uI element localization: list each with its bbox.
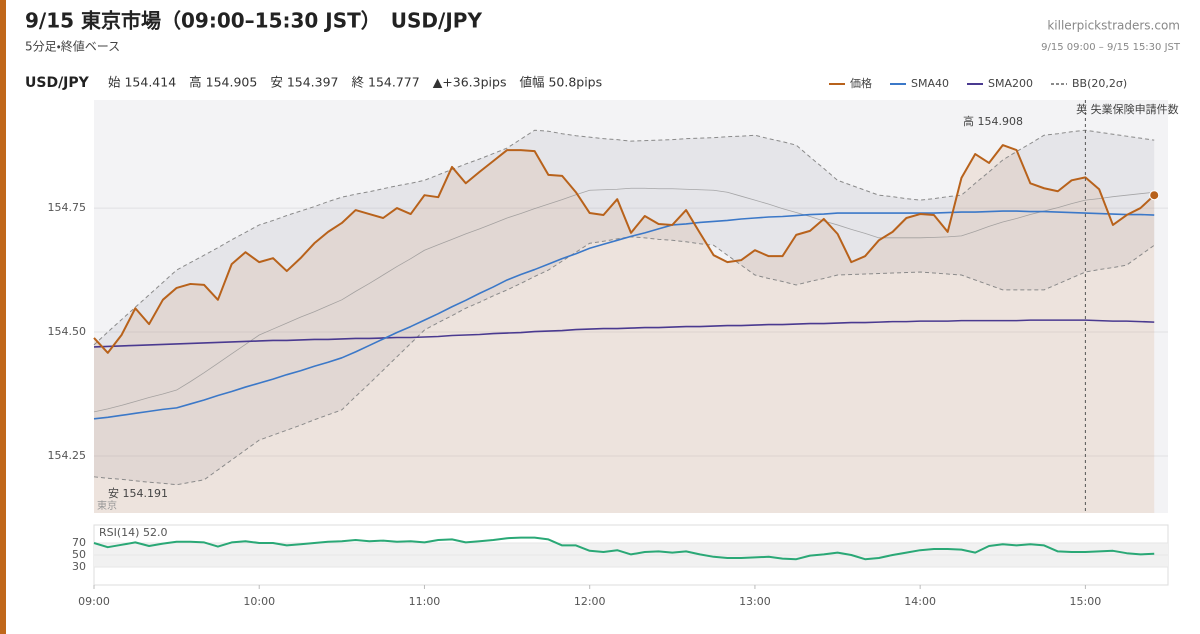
stat: 終 154.777 bbox=[352, 75, 420, 90]
x-tick-label: 12:00 bbox=[574, 595, 606, 608]
symbol: USD/JPY bbox=[25, 75, 90, 91]
series-line bbox=[93, 319, 1155, 348]
time-range: 9/15 09:00 – 9/15 15:30 JST bbox=[1041, 42, 1181, 53]
x-tick-label: 15:00 bbox=[1070, 595, 1102, 608]
bb-band bbox=[94, 130, 1155, 485]
bb-middle bbox=[93, 187, 1155, 413]
legend-label: SMA200 bbox=[988, 77, 1033, 90]
bb-upper bbox=[93, 129, 1155, 346]
price-chart: 始 154.414 高 154.905 安 154.397 終 154.777 ▲+36… bbox=[48, 75, 1179, 513]
stat: 安 154.397 bbox=[270, 75, 338, 90]
stat: 高 154.905 bbox=[189, 75, 257, 90]
legend-label: 価格 bbox=[850, 76, 872, 90]
x-tick-label: 10:00 bbox=[243, 595, 275, 608]
end-marker bbox=[1149, 190, 1160, 201]
high-label: 高 154.908 bbox=[963, 114, 1023, 128]
source: killerpickstraders.com bbox=[1047, 19, 1180, 33]
y-tick-label: 30 bbox=[72, 560, 86, 573]
x-tick-label: 14:00 bbox=[904, 595, 936, 608]
x-tick-label: 09:00 bbox=[78, 595, 110, 608]
legend-label: BB(20,2σ) bbox=[1072, 77, 1127, 90]
stat: 始 154.414 bbox=[108, 75, 176, 90]
series-line bbox=[93, 144, 1155, 354]
accent-bar bbox=[0, 0, 6, 634]
x-tick-label: 13:00 bbox=[739, 595, 771, 608]
stat: 値幅 50.8pips bbox=[519, 75, 602, 90]
low-label: 安 154.191 bbox=[108, 487, 168, 500]
legend-label: SMA40 bbox=[911, 77, 949, 90]
event-label: 英 失業保険申請件数 bbox=[1076, 102, 1179, 116]
series-line bbox=[93, 536, 1155, 561]
series-line bbox=[93, 210, 1155, 420]
session-label: 東京 bbox=[97, 499, 117, 512]
plot-background bbox=[94, 100, 1168, 513]
panel-title: RSI(14) 52.0 bbox=[99, 526, 167, 539]
stat: ▲+36.3pips bbox=[433, 75, 507, 90]
y-tick-label: 154.50 bbox=[48, 325, 87, 338]
title: 9/15 東京市場（09:00–15:30 JST） USD/JPY bbox=[25, 9, 482, 33]
y-tick-label: 154.25 bbox=[48, 449, 87, 462]
x-tick-label: 11:00 bbox=[409, 595, 441, 608]
subtitle: 5分足・終値ベース bbox=[25, 39, 120, 54]
y-tick-label: 70 bbox=[72, 536, 86, 549]
y-tick-label: 50 bbox=[72, 548, 86, 561]
y-tick-label: 154.75 bbox=[48, 201, 87, 214]
